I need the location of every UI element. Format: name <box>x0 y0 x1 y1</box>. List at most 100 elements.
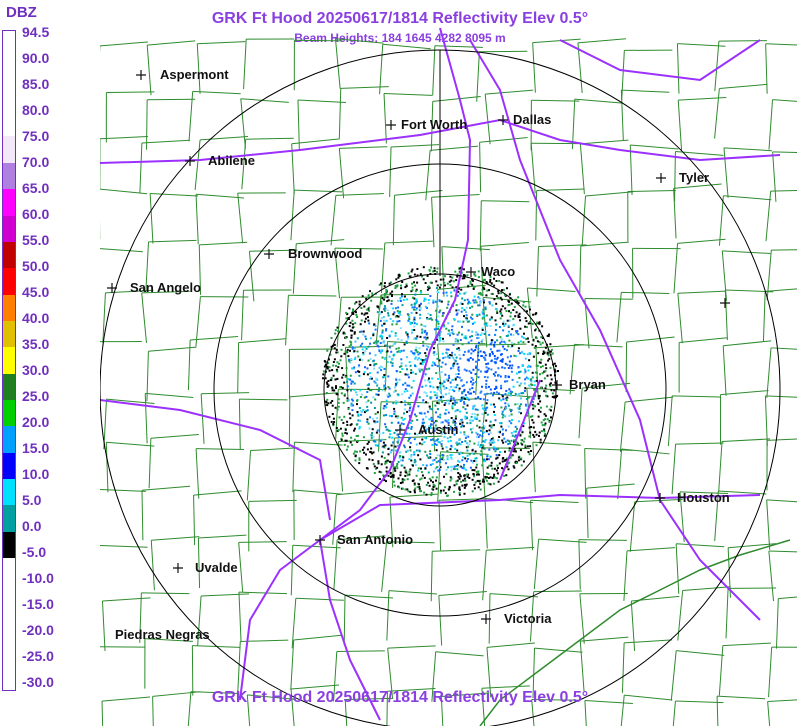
echo-pixel <box>382 376 385 379</box>
echo-pixel <box>463 401 465 404</box>
echo-pixel <box>429 456 432 459</box>
echo-pixel <box>439 384 442 387</box>
echo-pixel <box>351 326 354 329</box>
echo-pixel <box>449 436 452 439</box>
echo-pixel <box>416 323 418 326</box>
echo-pixel <box>515 355 518 358</box>
echo-pixel <box>550 416 552 419</box>
echo-pixel <box>517 333 520 336</box>
echo-pixel <box>383 309 386 312</box>
echo-pixel <box>423 391 426 394</box>
echo-pixel <box>374 354 377 357</box>
echo-pixel <box>411 296 414 299</box>
echo-pixel <box>472 473 475 476</box>
county-boundary <box>389 493 438 498</box>
echo-pixel <box>385 290 388 292</box>
echo-pixel <box>347 399 350 402</box>
echo-pixel <box>404 469 407 472</box>
echo-pixel <box>422 266 425 269</box>
echo-pixel <box>367 306 370 309</box>
echo-pixel <box>349 417 352 420</box>
echo-pixel <box>466 473 469 476</box>
echo-pixel <box>421 359 424 362</box>
echo-pixel <box>397 439 400 442</box>
echo-pixel <box>481 464 484 467</box>
echo-pixel <box>436 439 438 442</box>
county-boundary <box>725 588 729 639</box>
echo-pixel <box>362 333 365 336</box>
echo-pixel <box>447 303 450 306</box>
echo-pixel <box>333 421 336 423</box>
echo-pixel <box>370 434 373 437</box>
echo-pixel <box>494 329 497 332</box>
echo-pixel <box>401 393 404 396</box>
echo-pixel <box>376 411 379 414</box>
legend-tick: 45.0 <box>22 284 50 300</box>
county-boundary <box>379 44 384 95</box>
echo-pixel <box>382 445 385 448</box>
echo-pixel <box>447 466 449 469</box>
echo-pixel <box>383 414 385 417</box>
echo-pixel <box>504 307 507 310</box>
echo-pixel <box>527 340 530 343</box>
echo-pixel <box>415 302 418 305</box>
city-label: Brownwood <box>288 246 363 261</box>
echo-pixel <box>344 336 347 339</box>
echo-pixel <box>418 450 421 453</box>
echo-pixel <box>409 436 412 439</box>
echo-pixel <box>450 295 453 298</box>
echo-pixel <box>334 406 337 409</box>
legend-swatch <box>3 610 15 638</box>
county-boundary <box>484 94 491 145</box>
echo-pixel <box>482 440 485 443</box>
county-boundary <box>772 151 797 154</box>
echo-pixel <box>527 369 530 372</box>
county-boundary <box>676 43 680 94</box>
echo-pixel <box>459 410 461 413</box>
echo-pixel <box>425 368 428 371</box>
echo-pixel <box>507 367 510 369</box>
county-boundary <box>293 634 342 641</box>
echo-pixel <box>411 322 413 324</box>
county-boundary <box>580 636 629 642</box>
echo-pixel <box>436 365 439 368</box>
echo-pixel <box>349 361 352 364</box>
echo-pixel <box>434 300 437 303</box>
echo-pixel <box>414 432 416 435</box>
echo-pixel <box>495 323 498 326</box>
county-boundary <box>585 191 634 197</box>
echo-pixel <box>408 470 411 473</box>
echo-pixel <box>324 377 327 380</box>
echo-pixel <box>524 325 527 328</box>
echo-pixel <box>435 479 437 482</box>
echo-pixel <box>521 351 524 353</box>
echo-pixel <box>383 341 385 344</box>
echo-pixel <box>483 425 486 428</box>
county-boundary <box>529 591 535 642</box>
echo-pixel <box>461 391 464 394</box>
echo-pixel <box>368 352 371 355</box>
echo-pixel <box>416 433 419 436</box>
echo-pixel <box>523 372 526 375</box>
echo-pixel <box>543 428 546 431</box>
echo-pixel <box>507 345 510 348</box>
echo-pixel <box>478 304 481 307</box>
echo-pixel <box>368 377 371 380</box>
echo-pixel <box>426 368 429 371</box>
echo-pixel <box>447 488 450 491</box>
echo-pixel <box>451 328 453 331</box>
echo-pixel <box>487 433 490 436</box>
echo-pixel <box>456 441 458 444</box>
echo-pixel <box>357 414 360 417</box>
echo-pixel <box>477 473 480 476</box>
echo-pixel <box>480 301 482 304</box>
echo-pixel <box>546 374 549 377</box>
echo-pixel <box>534 371 537 374</box>
county-boundary <box>485 89 534 95</box>
echo-pixel <box>439 491 442 494</box>
echo-pixel <box>397 276 400 279</box>
echo-pixel <box>482 407 484 410</box>
echo-pixel <box>471 358 474 361</box>
county-boundary <box>676 650 725 656</box>
echo-pixel <box>470 348 473 351</box>
